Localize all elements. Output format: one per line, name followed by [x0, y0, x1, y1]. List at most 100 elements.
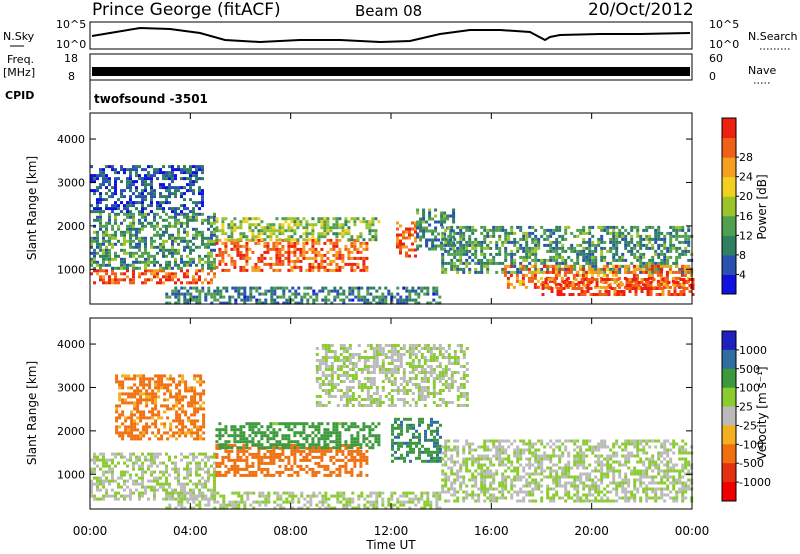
velocity-cell [139, 395, 143, 399]
power-cell [114, 272, 117, 276]
velocity-cell [157, 431, 161, 435]
velocity-cell [157, 437, 161, 441]
velocity-cell [127, 416, 131, 420]
power-cell [297, 292, 301, 296]
power-cell [230, 241, 234, 245]
power-cell [563, 264, 567, 268]
velocity-cell [108, 494, 111, 498]
velocity-cell [409, 459, 412, 463]
power-cell [368, 226, 372, 230]
power-cell [329, 229, 333, 233]
power-cell [577, 287, 581, 290]
velocity-cell [447, 478, 451, 482]
power-cell [141, 227, 144, 231]
power-cell [661, 293, 665, 296]
power-cell [174, 257, 177, 261]
velocity-cell [230, 458, 234, 462]
power-cell [195, 201, 198, 205]
velocity-cell [257, 452, 261, 456]
power-cell [425, 220, 429, 224]
power-cell [677, 270, 681, 274]
power-cell [662, 279, 666, 283]
power-cell [168, 171, 171, 175]
power-cell [269, 262, 273, 266]
power-cell [630, 246, 634, 250]
power-cell [236, 244, 240, 248]
power-cell [621, 258, 625, 262]
power-cell [605, 264, 609, 268]
velocity-cell [130, 413, 134, 417]
velocity-cell [291, 506, 295, 510]
power-cell [628, 290, 632, 293]
power-cell [543, 237, 547, 241]
power-cell [177, 301, 181, 305]
power-cell [563, 270, 567, 274]
power-cell [278, 223, 282, 227]
velocity-cell [391, 432, 394, 436]
power-cell [195, 298, 199, 302]
velocity-cell [465, 439, 469, 443]
velocity-cell [245, 464, 249, 468]
power-cell [144, 198, 147, 202]
power-cell [524, 285, 528, 289]
velocity-cell [156, 476, 159, 480]
power-cell [504, 237, 508, 241]
velocity-cell [126, 470, 129, 474]
velocity-cell [181, 422, 185, 426]
velocity-cell [193, 374, 197, 378]
power-cell [408, 289, 412, 293]
velocity-cell [305, 455, 309, 459]
power-cell [171, 245, 174, 249]
power-cell [347, 250, 351, 254]
power-cell [165, 295, 169, 299]
power-cell [341, 253, 345, 257]
velocity-cell [436, 444, 439, 448]
velocity-cell [287, 443, 291, 447]
power-cell [585, 258, 589, 262]
power-cell [560, 267, 564, 271]
velocity-cell [254, 455, 258, 459]
velocity-cell [284, 422, 288, 426]
power-cell [423, 286, 427, 290]
power-cell [326, 250, 330, 254]
velocity-cell [350, 425, 354, 429]
power-cell [183, 221, 186, 225]
power-cell [595, 281, 599, 284]
power-cell [444, 267, 448, 271]
power-cell [132, 233, 135, 237]
power-cell [195, 227, 198, 231]
power-cell [302, 232, 306, 236]
power-cell [320, 256, 324, 260]
power-cell [278, 241, 282, 245]
power-cell [657, 267, 661, 271]
power-cell [108, 248, 111, 252]
power-cell [108, 189, 111, 193]
power-cell [147, 260, 150, 264]
power-cell [588, 252, 592, 256]
velocity-cell [230, 464, 234, 468]
velocity-cell [308, 443, 312, 447]
power-cell [684, 270, 688, 274]
power-cell [192, 201, 195, 205]
velocity-cell [145, 398, 149, 402]
velocity-cell [378, 491, 382, 495]
power-cell [564, 261, 568, 265]
velocity-cell [175, 410, 179, 414]
power-cell [651, 246, 655, 250]
velocity-cell [257, 446, 261, 450]
power-cell [474, 246, 478, 250]
velocity-cell [369, 503, 373, 507]
velocity-cell [218, 443, 222, 447]
velocity-cell [157, 389, 161, 393]
power-cell [254, 235, 258, 239]
velocity-cell [237, 494, 241, 498]
velocity-cell [323, 437, 327, 441]
velocity-cell [139, 398, 143, 402]
power-cell [189, 174, 192, 178]
power-cell [541, 287, 545, 290]
power-cell [554, 285, 558, 289]
power-cell [180, 224, 183, 228]
power-cell [105, 248, 108, 252]
velocity-cell [202, 419, 206, 423]
power-cell [144, 168, 147, 172]
